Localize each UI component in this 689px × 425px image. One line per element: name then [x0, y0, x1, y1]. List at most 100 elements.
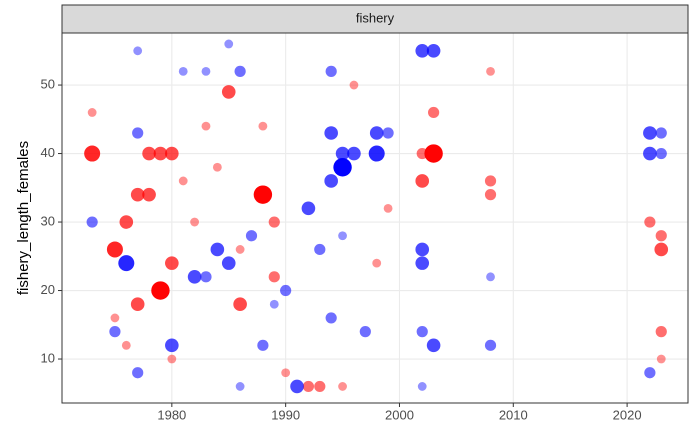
panel-border	[61, 32, 689, 404]
bubble	[257, 339, 269, 351]
bubble	[130, 297, 145, 312]
bubble	[349, 80, 359, 90]
bubble	[428, 106, 440, 119]
bubble	[644, 216, 656, 228]
y-tick-label: 40	[41, 145, 55, 160]
bubble	[280, 284, 292, 297]
bubble	[655, 147, 667, 160]
bubble	[301, 201, 316, 216]
bubble	[190, 217, 199, 227]
bubble	[314, 380, 326, 393]
bubble	[281, 368, 291, 378]
bubble	[416, 326, 428, 338]
x-tick-label: 2020	[613, 407, 642, 422]
bubble	[178, 176, 188, 186]
bubble	[417, 382, 427, 391]
bubble	[426, 44, 441, 58]
bubble	[258, 121, 268, 131]
bubble	[359, 326, 371, 338]
bubble	[86, 216, 98, 228]
bubble	[212, 162, 222, 172]
bubble	[110, 313, 120, 323]
bubble	[415, 174, 430, 188]
y-tick-label: 50	[41, 76, 55, 91]
bubble	[151, 281, 170, 300]
y-tick-label: 10	[41, 350, 55, 365]
bubble	[416, 147, 428, 160]
bubble	[165, 146, 179, 161]
bubble	[655, 326, 667, 338]
bubble	[130, 187, 145, 202]
bubble	[347, 146, 361, 161]
bubble	[415, 256, 430, 270]
bubble	[233, 297, 247, 312]
x-tick-label: 1990	[271, 407, 300, 422]
bubble	[424, 144, 443, 163]
bubble	[121, 340, 131, 350]
bubble	[133, 46, 143, 56]
bubble	[333, 158, 352, 177]
bubble	[368, 145, 385, 162]
bubble	[655, 127, 667, 139]
bubble	[187, 270, 202, 284]
x-tick-label: 2010	[499, 407, 528, 422]
x-tick-label: 1980	[157, 407, 186, 422]
bubble	[221, 256, 236, 270]
bubble	[119, 215, 134, 229]
bubble	[167, 354, 177, 364]
bubble	[643, 146, 657, 161]
bubble	[290, 379, 304, 394]
x-tick-label: 2000	[385, 407, 414, 422]
y-tick-label: 20	[41, 282, 55, 297]
bubble	[655, 230, 667, 242]
bubble	[382, 127, 394, 139]
bubble	[338, 382, 347, 391]
bubble	[84, 145, 101, 162]
y-tick-label: 30	[41, 213, 55, 228]
bubble	[268, 271, 280, 283]
bubble	[109, 326, 121, 338]
bubble	[486, 66, 495, 76]
bubble	[178, 66, 188, 76]
bubble	[153, 146, 168, 161]
bubble	[415, 44, 430, 58]
bubble	[132, 127, 144, 139]
bubble	[201, 66, 211, 76]
bubble	[245, 230, 258, 242]
bubble	[324, 126, 338, 140]
bubble	[335, 146, 350, 161]
bubble	[484, 175, 497, 187]
bubble	[656, 354, 666, 364]
bubble	[234, 65, 246, 77]
bubble	[486, 272, 495, 282]
bubble	[221, 85, 236, 99]
bubble	[426, 338, 441, 353]
bubble	[253, 185, 273, 204]
bubble	[644, 367, 656, 379]
bubble	[325, 312, 337, 324]
bubble	[165, 338, 179, 353]
bubble	[235, 245, 245, 254]
bubble	[235, 382, 245, 391]
bubble	[484, 339, 497, 351]
facet-label: fishery	[356, 10, 395, 25]
bubble	[484, 189, 497, 201]
y-axis-label: fishery_length_females	[15, 141, 32, 295]
bubble	[369, 126, 384, 140]
bubble	[338, 231, 347, 241]
bubble	[643, 126, 657, 140]
facet-strip	[61, 4, 689, 34]
bubble	[325, 65, 337, 77]
bubble	[142, 187, 156, 202]
bubble	[269, 299, 279, 309]
bubble	[142, 146, 156, 161]
bubble	[200, 271, 212, 283]
bubble	[383, 203, 393, 213]
bubble	[118, 255, 135, 272]
bubble	[224, 39, 234, 49]
bubble	[268, 216, 280, 228]
bubble	[372, 258, 382, 268]
bubble	[201, 121, 211, 131]
bubble	[106, 241, 123, 258]
